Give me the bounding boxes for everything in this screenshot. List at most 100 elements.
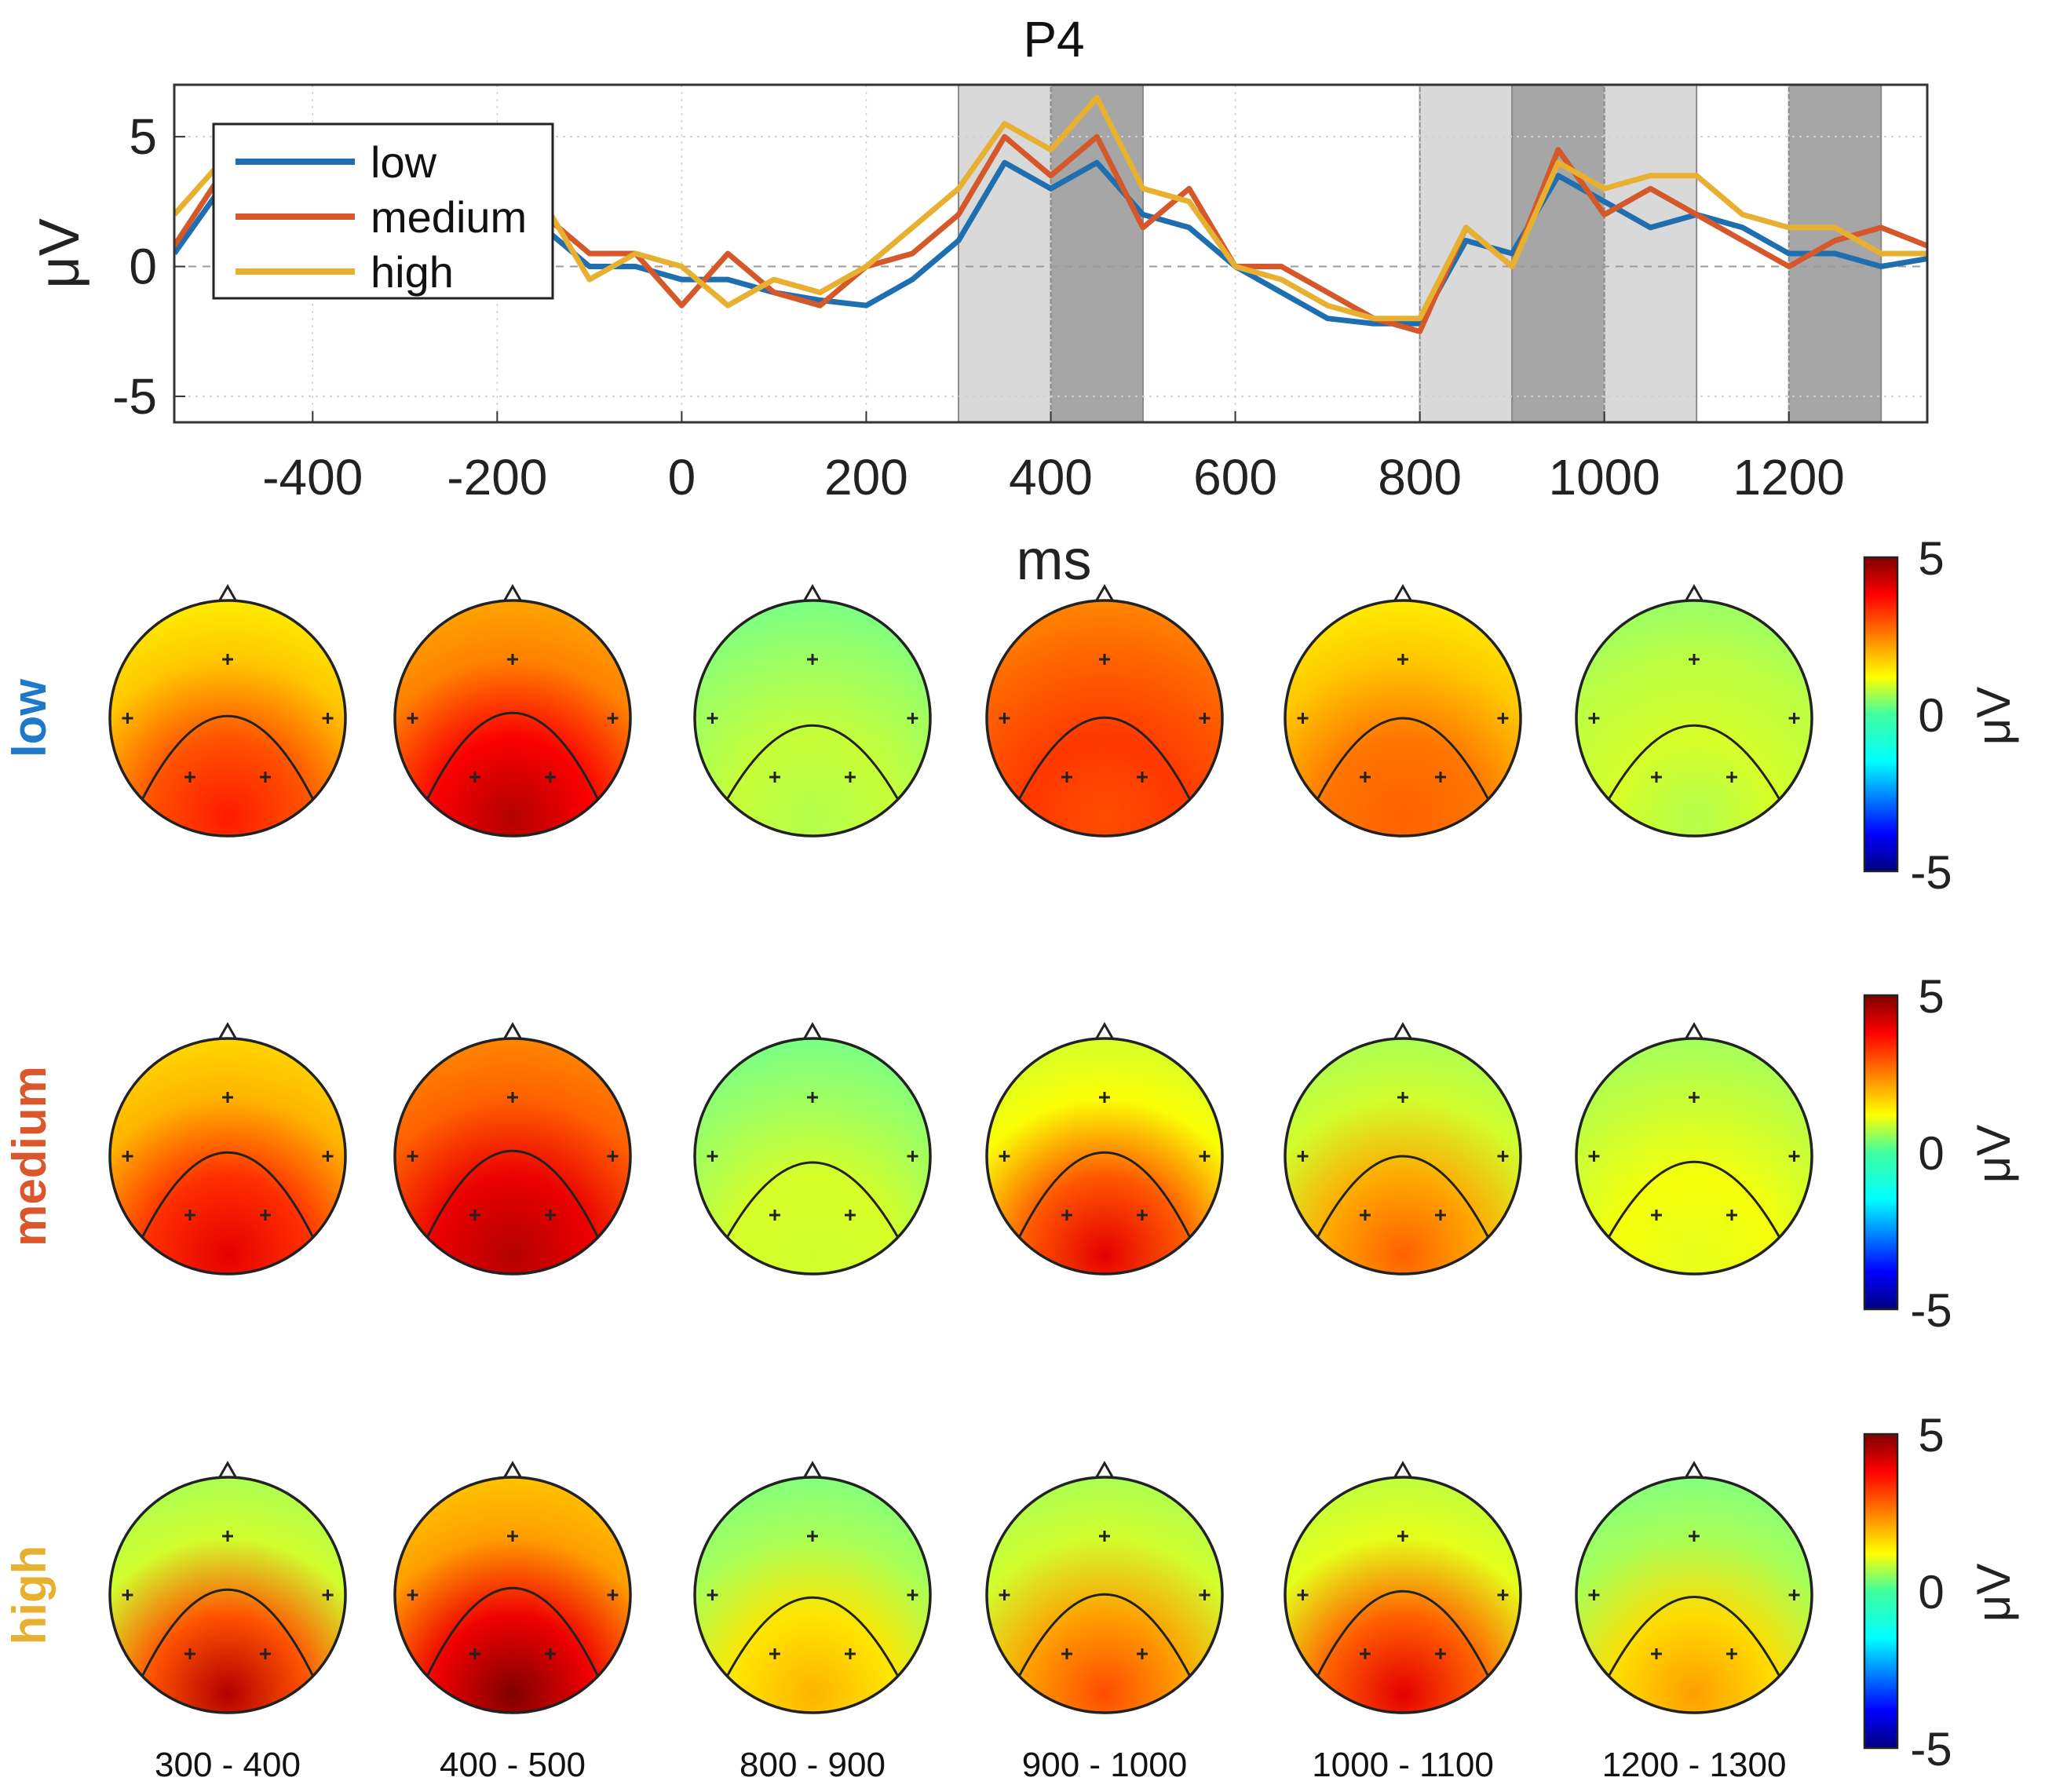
colorbar-medium xyxy=(1863,994,1899,1311)
contour-line xyxy=(726,724,899,799)
topomap-medium-5 xyxy=(1575,1021,1813,1276)
electrode-marker xyxy=(322,713,334,724)
electrode-marker xyxy=(322,1589,334,1600)
electrode-marker xyxy=(807,654,818,665)
time-window-label: 300 - 400 xyxy=(155,1746,301,1784)
electrode-marker xyxy=(407,713,418,724)
nose-marker xyxy=(502,1021,524,1042)
colorbar-tick-label: -5 xyxy=(1910,846,1952,899)
electrode-marker xyxy=(322,1151,334,1162)
topomap-low-3 xyxy=(985,583,1224,838)
electrode-marker xyxy=(999,1589,1010,1600)
electrode-marker xyxy=(507,654,518,665)
electrode-marker xyxy=(999,713,1010,724)
topomap-high-3 xyxy=(985,1460,1224,1714)
topomap-high-5 xyxy=(1575,1460,1813,1714)
electrode-marker xyxy=(845,1210,856,1221)
topomap-medium-0 xyxy=(108,1021,347,1276)
electrode-marker xyxy=(469,1210,480,1221)
contour-line xyxy=(726,1161,899,1237)
electrode-marker xyxy=(1397,1092,1408,1103)
topo-grid: low 5 0 -5 μV medium 5 0 -5 μV high 300 - 400 400 - … xyxy=(3,532,2020,1784)
y-tick-label: 5 xyxy=(129,108,157,165)
electrode-marker xyxy=(1689,1531,1700,1542)
x-tick-label: 1200 xyxy=(1733,449,1845,505)
electrode-marker xyxy=(122,713,133,724)
contour-line xyxy=(1608,1160,1780,1237)
electrode-marker xyxy=(845,1648,856,1659)
electrode-marker xyxy=(1099,1092,1110,1103)
contour-line xyxy=(141,1588,314,1676)
legend-label-high: high xyxy=(371,247,454,297)
row-label-high: high xyxy=(3,1546,56,1645)
line-chart: -400 -200 0 200 400 600 800 1000 1200 -5 0 5 P4 ms μV l… xyxy=(28,11,1929,592)
time-window-label: 900 - 1000 xyxy=(1022,1746,1187,1784)
electrode-marker xyxy=(907,1151,918,1162)
nose-marker xyxy=(1094,583,1116,604)
time-window-label: 1200 - 1300 xyxy=(1602,1746,1787,1784)
electrode-marker xyxy=(807,1531,818,1542)
colorbar-tick-label: 0 xyxy=(1918,1566,1944,1619)
colorbar-tick-label: 5 xyxy=(1918,1409,1944,1462)
scalp-circle xyxy=(108,1476,347,1714)
scalp-circle xyxy=(1284,1476,1522,1714)
electrode-marker xyxy=(1726,1210,1737,1221)
contour-line xyxy=(141,714,314,799)
topomap-high-4 xyxy=(1284,1460,1522,1714)
electrode-marker xyxy=(260,1210,271,1221)
scalp-circle xyxy=(1575,1037,1813,1276)
electrode-marker xyxy=(1061,1648,1072,1659)
nose-marker xyxy=(217,1460,239,1480)
legend-label-low: low xyxy=(371,137,437,187)
row-label-low: low xyxy=(3,679,56,757)
electrode-marker xyxy=(1788,1151,1800,1162)
electrode-marker xyxy=(607,713,619,724)
topomap-medium-1 xyxy=(393,1021,632,1276)
nose-marker xyxy=(1094,1460,1116,1480)
electrode-marker xyxy=(184,1648,195,1659)
electrode-marker xyxy=(469,772,480,783)
contour-line xyxy=(1018,716,1191,799)
colorbar-unit-label: μV xyxy=(1967,687,2020,746)
topomap-medium-2 xyxy=(693,1021,932,1276)
electrode-marker xyxy=(1297,713,1309,724)
x-tick-label: 400 xyxy=(1009,449,1093,505)
electrode-marker xyxy=(1199,1589,1211,1600)
contour-line xyxy=(726,1596,899,1676)
electrode-marker xyxy=(260,1648,271,1659)
scalp-circle xyxy=(393,1037,632,1276)
contour-line xyxy=(141,1151,314,1237)
electrode-marker xyxy=(907,1589,918,1600)
plot-frame xyxy=(173,83,1929,424)
scalp-circle xyxy=(393,1476,632,1714)
electrode-marker xyxy=(1137,772,1148,783)
electrode-marker xyxy=(1360,772,1371,783)
electrode-marker xyxy=(1397,1531,1408,1542)
electrode-marker xyxy=(707,1589,718,1600)
scalp-circle xyxy=(393,599,632,838)
contour-line xyxy=(1316,717,1489,799)
time-window-label: 1000 - 1100 xyxy=(1312,1746,1494,1784)
scalp-circle xyxy=(693,1476,932,1714)
electrode-marker xyxy=(1099,1531,1110,1542)
nose-marker xyxy=(1683,583,1705,604)
electrode-marker xyxy=(845,772,856,783)
scalp-circle xyxy=(693,599,932,838)
electrode-marker xyxy=(1689,1092,1700,1103)
electrode-marker xyxy=(1497,713,1509,724)
electrode-marker xyxy=(1788,713,1800,724)
electrode-marker xyxy=(1788,1589,1800,1600)
colorbar-tick-label: -5 xyxy=(1910,1723,1952,1776)
electrode-marker xyxy=(999,1151,1010,1162)
electrode-marker xyxy=(545,1210,556,1221)
scalp-circle xyxy=(108,1037,347,1276)
topomap-high-0 xyxy=(108,1460,347,1714)
electrode-marker xyxy=(507,1092,518,1103)
contour-line xyxy=(426,711,599,799)
electrode-marker xyxy=(222,1092,233,1103)
x-axis-title: ms xyxy=(1017,529,1092,592)
electrode-marker xyxy=(222,1531,233,1542)
electrode-marker xyxy=(1061,772,1072,783)
chart-title: P4 xyxy=(1023,11,1084,68)
